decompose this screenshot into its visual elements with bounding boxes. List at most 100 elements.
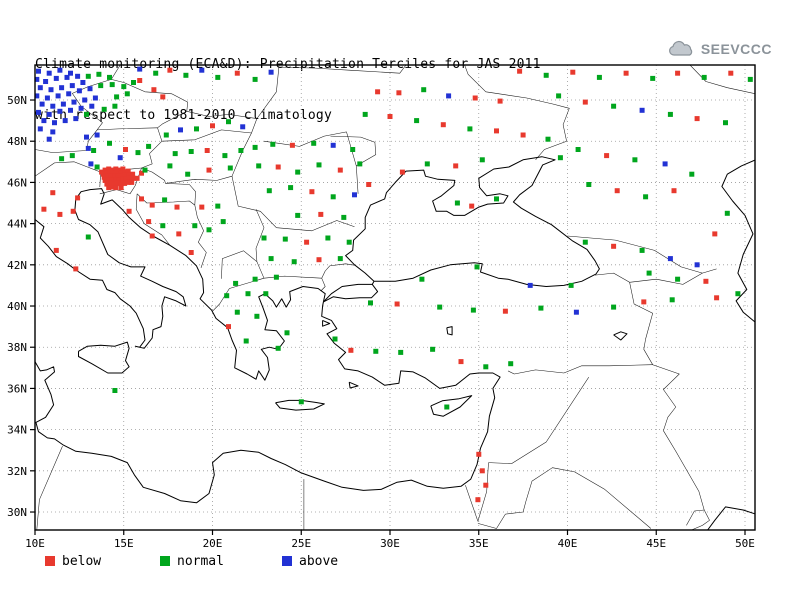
station-marker [252,76,258,82]
station-marker [454,200,460,206]
station-marker [453,163,459,169]
station-marker [69,153,75,159]
station-marker [37,126,43,132]
coastline [613,331,628,341]
station-marker [100,171,106,177]
station-marker [573,309,579,315]
station-marker [85,73,91,79]
station-marker [497,98,503,104]
station-marker [458,359,464,365]
station-marker [91,148,97,153]
station-marker [330,194,336,200]
station-marker [178,127,183,133]
station-marker [41,118,47,124]
legend-item-normal: normal [160,553,224,569]
coastline [721,159,755,323]
station-marker [568,282,574,288]
station-marker [298,399,304,405]
station-marker [94,164,100,170]
station-marker [94,132,100,138]
station-marker [120,176,126,182]
y-tick-label: 40N [7,300,27,313]
y-tick-label: 30N [7,506,27,519]
station-marker [107,180,113,186]
station-marker [113,166,119,172]
station-marker [59,85,65,91]
logo-text: SEEVCCC [700,41,772,57]
station-marker [421,87,427,93]
station-marker [662,161,668,167]
station-marker [101,106,107,112]
station-marker [44,95,50,101]
coastline [35,188,326,381]
station-marker [545,136,551,142]
station-marker [68,107,73,113]
station-marker [101,174,107,180]
station-marker [240,124,246,130]
station-marker [167,67,173,73]
country-border [686,509,710,530]
station-marker [62,118,68,124]
station-marker [107,74,112,80]
station-marker [611,304,617,310]
station-marker [252,276,258,282]
station-marker [517,68,523,74]
coastline [322,319,331,327]
station-marker [357,161,363,167]
station-marker [295,212,301,218]
station-marker [39,101,45,107]
station-marker [270,141,276,147]
station-marker [52,120,57,126]
country-border [212,288,230,312]
station-marker [55,93,61,99]
station-marker [712,231,718,237]
station-marker [109,177,115,183]
station-marker [119,173,125,179]
country-border [629,282,653,365]
station-marker [60,101,66,107]
station-marker [309,189,315,195]
country-border [464,65,570,160]
station-marker [167,163,173,169]
legend-item-above: above [282,553,338,569]
x-tick-label: 30E [380,537,400,550]
station-marker [623,70,629,76]
station-marker [723,120,728,126]
x-tick-label: 25E [291,537,311,550]
normal-swatch [160,556,170,566]
station-marker [105,173,111,179]
station-marker [123,147,128,152]
station-marker [641,299,647,305]
station-marker [256,163,262,169]
station-marker [57,108,63,114]
above-swatch [282,556,292,566]
station-marker [261,235,267,241]
station-marker [275,345,281,351]
station-marker [114,94,120,100]
station-marker [134,175,140,181]
x-tick-label: 35E [469,537,489,550]
station-marker [85,234,91,240]
station-marker [254,313,260,319]
country-border [111,65,121,80]
cloud-icon [668,40,693,56]
station-marker [139,196,144,202]
station-marker [694,262,700,268]
station-marker [106,166,112,172]
station-marker [650,75,656,81]
station-marker [172,151,178,157]
station-marker [234,309,240,315]
station-marker [263,291,269,297]
station-marker [75,195,81,201]
station-marker [162,197,168,203]
station-marker [131,175,136,181]
station-marker [474,264,480,270]
station-marker [611,103,617,109]
station-marker [444,404,450,410]
station-marker [747,76,753,82]
station-marker [149,202,155,208]
station-marker [318,211,324,217]
station-marker [194,126,199,132]
station-marker [508,361,514,367]
station-marker [121,84,127,90]
